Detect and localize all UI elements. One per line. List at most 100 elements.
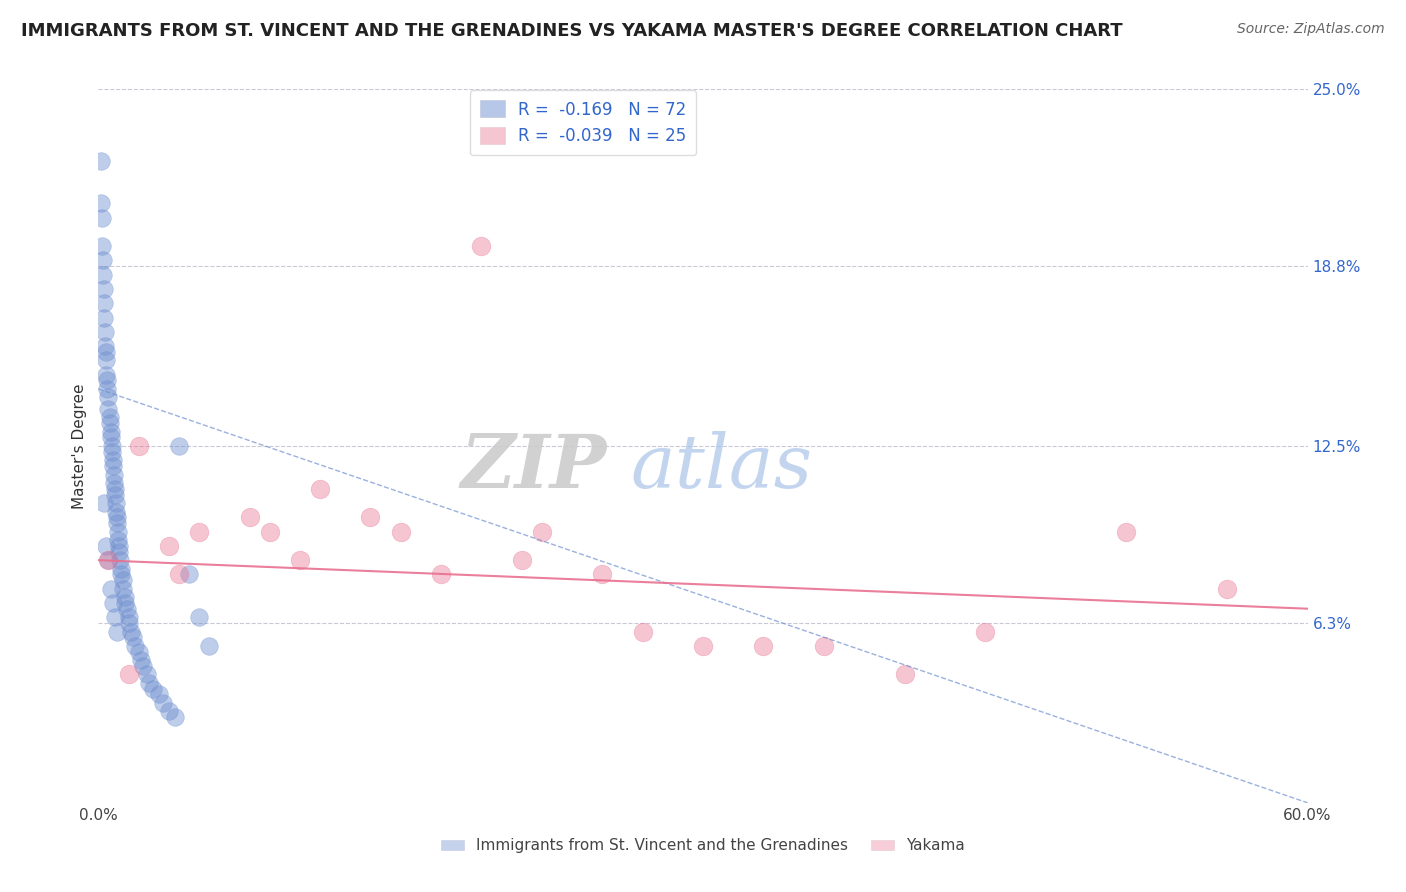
Point — [93, 282, 115, 296]
Point — [167, 567, 190, 582]
Point — [813, 639, 835, 653]
Point — [98, 410, 121, 425]
Point — [93, 310, 115, 325]
Point — [115, 601, 138, 615]
Point — [389, 524, 412, 539]
Point — [94, 325, 117, 339]
Point — [132, 658, 155, 673]
Point — [107, 533, 129, 548]
Point — [91, 211, 114, 225]
Point — [93, 496, 115, 510]
Point — [121, 630, 143, 644]
Point — [107, 544, 129, 558]
Point — [114, 591, 136, 605]
Point — [96, 382, 118, 396]
Point — [157, 705, 180, 719]
Point — [103, 467, 125, 482]
Point — [893, 667, 915, 681]
Point — [100, 582, 122, 596]
Point — [107, 524, 129, 539]
Point — [470, 239, 492, 253]
Point — [120, 624, 142, 639]
Point — [98, 416, 121, 430]
Point — [96, 344, 118, 359]
Point — [152, 696, 174, 710]
Point — [157, 539, 180, 553]
Point — [430, 567, 453, 582]
Point — [142, 681, 165, 696]
Point — [100, 425, 122, 439]
Point — [148, 687, 170, 701]
Point — [1216, 582, 1239, 596]
Point — [100, 439, 122, 453]
Point — [118, 667, 141, 681]
Point — [96, 373, 118, 387]
Point — [510, 553, 533, 567]
Point — [104, 505, 127, 519]
Point — [752, 639, 775, 653]
Point — [103, 610, 125, 624]
Point — [188, 524, 211, 539]
Point — [124, 639, 146, 653]
Point — [105, 516, 128, 530]
Point — [692, 639, 714, 653]
Point — [100, 444, 122, 458]
Point — [97, 391, 120, 405]
Point — [96, 368, 118, 382]
Point — [179, 567, 201, 582]
Point — [188, 610, 211, 624]
Point — [111, 582, 134, 596]
Point — [105, 510, 128, 524]
Point — [111, 573, 134, 587]
Point — [96, 353, 118, 368]
Point — [239, 510, 262, 524]
Point — [96, 539, 118, 553]
Point — [128, 439, 150, 453]
Point — [97, 553, 120, 567]
Text: IMMIGRANTS FROM ST. VINCENT AND THE GRENADINES VS YAKAMA MASTER'S DEGREE CORRELA: IMMIGRANTS FROM ST. VINCENT AND THE GREN… — [21, 22, 1123, 40]
Point — [97, 401, 120, 416]
Point — [530, 524, 553, 539]
Point — [288, 553, 311, 567]
Point — [91, 239, 114, 253]
Text: Source: ZipAtlas.com: Source: ZipAtlas.com — [1237, 22, 1385, 37]
Text: atlas: atlas — [630, 431, 813, 504]
Point — [93, 268, 115, 282]
Point — [108, 553, 131, 567]
Point — [107, 539, 129, 553]
Point — [360, 510, 382, 524]
Y-axis label: Master's Degree: Master's Degree — [72, 384, 87, 508]
Point — [163, 710, 186, 724]
Point — [138, 676, 160, 690]
Point — [94, 339, 117, 353]
Point — [101, 453, 124, 467]
Point — [129, 653, 152, 667]
Legend: Immigrants from St. Vincent and the Grenadines, Yakama: Immigrants from St. Vincent and the Gren… — [434, 832, 972, 859]
Point — [103, 482, 125, 496]
Point — [114, 596, 136, 610]
Point — [591, 567, 613, 582]
Text: ZIP: ZIP — [460, 431, 606, 504]
Point — [100, 430, 122, 444]
Point — [104, 496, 127, 510]
Point — [105, 624, 128, 639]
Point — [101, 596, 124, 610]
Point — [259, 524, 281, 539]
Point — [974, 624, 997, 639]
Point — [118, 610, 141, 624]
Point — [90, 153, 112, 168]
Point — [309, 482, 332, 496]
Point — [110, 562, 132, 576]
Point — [631, 624, 654, 639]
Point — [93, 296, 115, 310]
Point — [135, 667, 157, 681]
Point — [110, 567, 132, 582]
Point — [167, 439, 190, 453]
Point — [90, 196, 112, 211]
Point — [103, 487, 125, 501]
Point — [101, 458, 124, 473]
Point — [198, 639, 221, 653]
Point — [93, 253, 115, 268]
Point — [103, 476, 125, 491]
Point — [1115, 524, 1137, 539]
